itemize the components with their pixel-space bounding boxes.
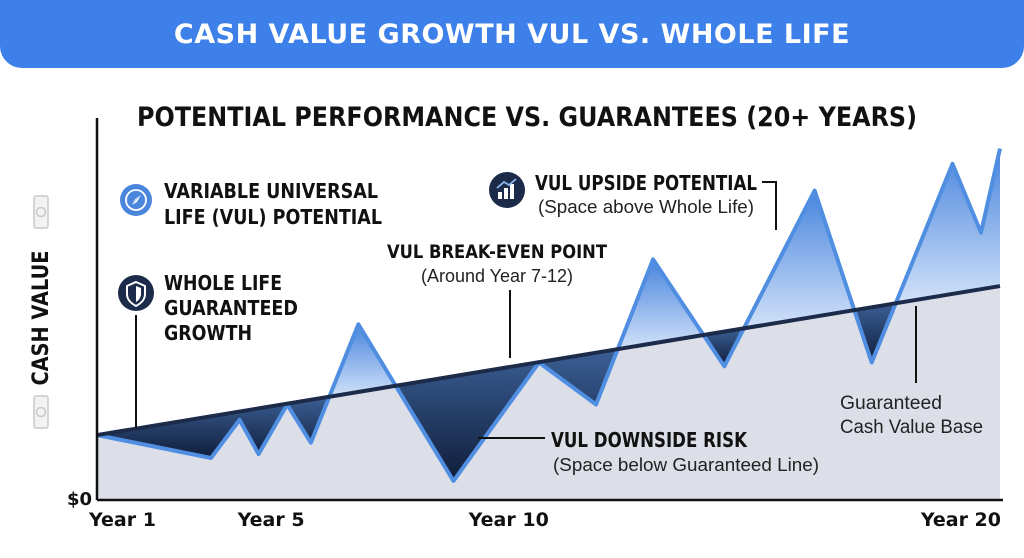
- series-lines: [96, 148, 1002, 483]
- upside-subtitle: (Space above Whole Life): [538, 197, 754, 217]
- downside-title: VUL DOWNSIDE RISK: [551, 428, 748, 452]
- breakeven-title: VUL BREAK-EVEN POINT: [387, 241, 607, 263]
- breakeven-subtitle: (Around Year 7-12): [421, 266, 573, 286]
- legend: VARIABLE UNIVERSAL LIFE (VUL) POTENTIAL …: [118, 179, 382, 345]
- chart-title: POTENTIAL PERFORMANCE VS. GUARANTEES (20…: [137, 102, 917, 133]
- leader-line-upside: [762, 181, 777, 230]
- plot-area: [97, 148, 1000, 500]
- upside-region: [329, 324, 396, 397]
- downside-region: [854, 303, 896, 363]
- growth-chart-icon: [489, 172, 525, 208]
- money-icon: [33, 395, 49, 429]
- legend-label-wl-line3: GROWTH: [164, 321, 252, 345]
- y-zero-label: $0: [67, 489, 92, 510]
- base-label-line2: Cash Value Base: [840, 417, 983, 438]
- downside-subtitle: (Space below Guaranteed Line): [553, 455, 819, 475]
- upside-region: [895, 148, 1000, 304]
- legend-label-vul-line1: VARIABLE UNIVERSAL: [164, 179, 378, 203]
- downside-region: [97, 396, 330, 458]
- legend-label-wl-line2: GUARANTEED: [164, 296, 298, 320]
- downside-region: [703, 328, 744, 367]
- x-tick-labels: Year 1 Year 5 Year 10 Year 20: [88, 509, 1001, 531]
- shield-icon: [118, 275, 154, 311]
- upside-region: [743, 190, 855, 329]
- x-tick-label: Year 1: [88, 509, 156, 531]
- y-axis-label: CASH VALUE: [29, 251, 54, 386]
- header-title: CASH VALUE GROWTH VUL VS. WHOLE LIFE: [173, 18, 851, 50]
- x-tick-label: Year 5: [237, 509, 305, 531]
- x-tick-label: Year 20: [920, 509, 1001, 531]
- compass-icon: [120, 184, 152, 216]
- upside-title: VUL UPSIDE POTENTIAL: [535, 171, 757, 195]
- downside-region: [395, 349, 618, 481]
- legend-label-wl-line1: WHOLE LIFE: [164, 271, 282, 295]
- base-label-line1: Guaranteed: [840, 393, 942, 414]
- legend-label-vul-line2: LIFE (VUL) POTENTIAL: [164, 205, 382, 229]
- guaranteed-line: [96, 284, 1001, 438]
- x-tick-label: Year 10: [468, 509, 549, 531]
- header-banner: CASH VALUE GROWTH VUL VS. WHOLE LIFE: [0, 0, 1024, 68]
- guaranteed-area: [97, 286, 1000, 500]
- upside-region: [617, 259, 704, 350]
- money-icon: [33, 195, 49, 229]
